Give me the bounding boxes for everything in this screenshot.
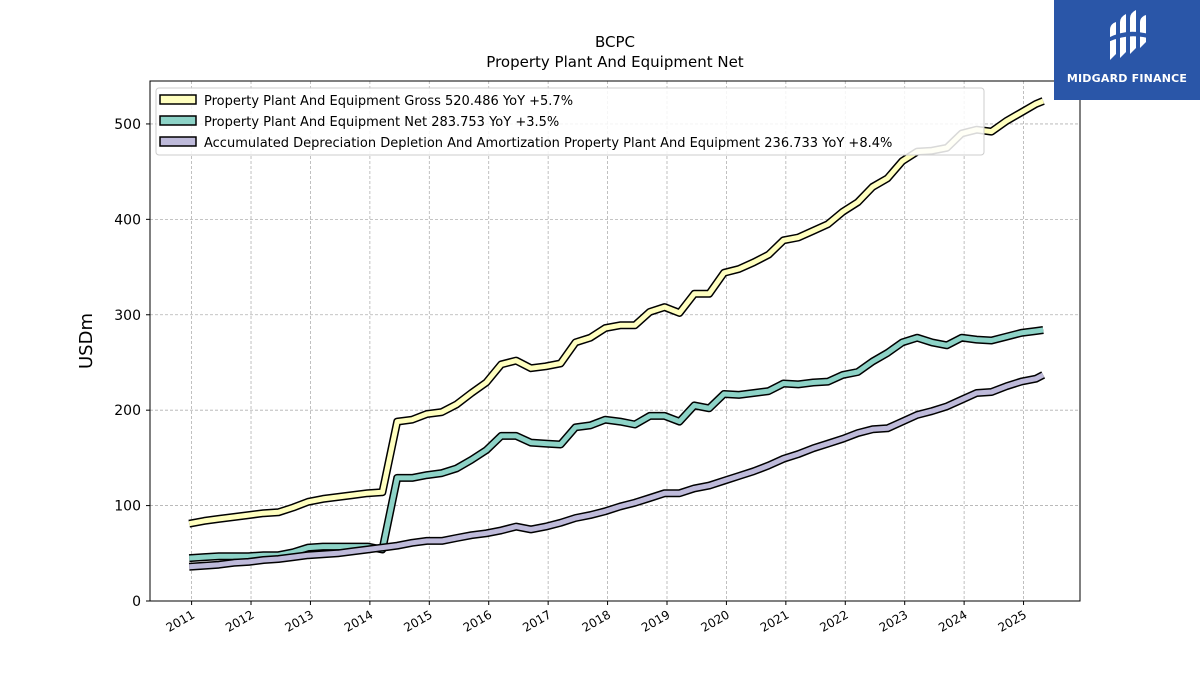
series-3	[188, 371, 1046, 571]
series-line-outline	[188, 371, 1046, 571]
x-tick-label: 2019	[639, 607, 672, 634]
x-tick-label: 2013	[282, 607, 315, 634]
legend-box	[155, 87, 985, 156]
y-tick-label: 0	[132, 594, 141, 610]
series-line-outline	[188, 97, 1045, 528]
legend-entry: Accumulated Depreciation Depletion And A…	[159, 136, 892, 151]
x-tick-label: 2017	[520, 607, 553, 634]
chart-subtitle: Property Plant And Equipment Net	[486, 53, 743, 71]
x-tick-label: 2020	[698, 607, 731, 634]
x-tick-label: 2012	[223, 607, 256, 634]
x-tick-label: 2025	[996, 607, 1029, 634]
legend-swatch	[159, 94, 197, 105]
y-tick-label: 100	[114, 499, 141, 515]
x-tick-label: 2021	[758, 607, 791, 634]
x-tick-label: 2015	[401, 607, 434, 634]
y-tick-label: 400	[114, 212, 141, 228]
x-tick-label: 2016	[461, 607, 494, 634]
chart-title: BCPC	[595, 33, 635, 51]
y-axis: 0 100 200 300 400 500	[114, 117, 150, 610]
plot-frame	[149, 80, 1081, 602]
y-axis-label: USDm	[76, 313, 97, 369]
legend-label: Property Plant And Equipment Net 283.753…	[204, 115, 559, 130]
logo-text: MIDGARD FINANCE	[1066, 72, 1188, 85]
x-tick-label: 2022	[817, 607, 850, 634]
y-tick-label: 200	[114, 403, 141, 419]
legend-label: Property Plant And Equipment Gross 520.4…	[204, 94, 573, 109]
x-tick-label: 2023	[877, 607, 910, 634]
legend-swatch	[159, 115, 197, 126]
series-2	[188, 326, 1044, 563]
midgard-logo-icon	[1108, 10, 1148, 60]
y-tick-label: 500	[114, 117, 141, 133]
x-tick-label: 2018	[580, 607, 613, 634]
x-tick-label: 2011	[164, 607, 197, 634]
y-tick-label: 300	[114, 308, 141, 324]
series-line-outline	[188, 326, 1044, 563]
series-line	[188, 98, 1045, 527]
series-line	[189, 327, 1044, 561]
series-lines	[188, 97, 1046, 571]
legend: Property Plant And Equipment Gross 520.4…	[155, 87, 985, 156]
x-axis: 2011 2012 2013 2014 2015 2016 2017 2018 2019 2020…	[164, 601, 1029, 635]
legend-entry: Property Plant And Equipment Net 283.753…	[159, 115, 559, 130]
series-1	[188, 97, 1045, 528]
x-tick-label: 2014	[342, 607, 375, 634]
legend-entry: Property Plant And Equipment Gross 520.4…	[159, 94, 573, 109]
legend-swatch	[159, 136, 197, 147]
x-tick-label: 2024	[936, 607, 969, 634]
series-line	[189, 372, 1045, 570]
midgard-finance-logo: MIDGARD FINANCE	[1054, 0, 1200, 100]
legend-label: Accumulated Depreciation Depletion And A…	[204, 136, 892, 151]
